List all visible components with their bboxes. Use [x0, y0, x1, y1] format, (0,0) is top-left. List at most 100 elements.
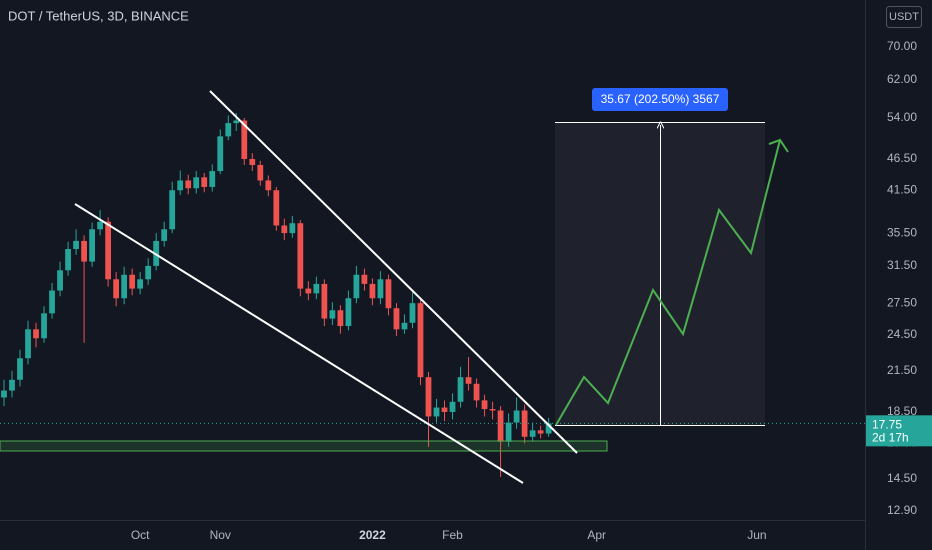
candle-body — [361, 274, 368, 284]
candle-body — [17, 358, 23, 380]
candle-body — [257, 164, 264, 181]
projection-arrowhead — [768, 138, 789, 153]
candle-body — [449, 401, 456, 412]
candle-body — [545, 423, 552, 434]
currency-badge — [886, 6, 922, 28]
candle-body — [9, 379, 15, 391]
y-tick-label: 54.00 — [887, 110, 917, 124]
candle-body — [481, 400, 488, 410]
support-zone — [0, 440, 608, 452]
candle-body — [273, 190, 280, 226]
candle-body — [457, 377, 464, 402]
y-tick-label: 41.50 — [887, 182, 917, 196]
candle-body — [281, 225, 288, 234]
candle-body — [417, 303, 424, 378]
candle-body — [185, 180, 192, 189]
candle-body — [353, 274, 360, 299]
candle-body — [25, 329, 31, 359]
candle-body — [209, 171, 216, 187]
x-tick-label: 2022 — [359, 528, 386, 542]
candle-body — [145, 265, 152, 280]
x-tick-label: Oct — [131, 528, 150, 542]
candle-body — [489, 409, 496, 411]
upper-trend-line — [209, 90, 578, 454]
candle-body — [529, 430, 536, 437]
y-tick-label: 62.00 — [887, 72, 917, 86]
candle-body — [473, 383, 480, 401]
candle-body — [225, 123, 232, 137]
y-tick-label: 27.50 — [887, 295, 917, 309]
candle-body — [321, 283, 328, 319]
countdown-label: 2d 17h — [872, 430, 909, 444]
y-tick-label: 12.90 — [887, 503, 917, 517]
x-tick-label: Nov — [210, 528, 231, 542]
candle-body — [401, 322, 408, 330]
y-tick-label: 70.00 — [887, 39, 917, 53]
candle-body — [393, 308, 400, 330]
chart-title: DOT / TetherUS, 3D, BINANCE — [8, 8, 189, 23]
projection-path — [555, 139, 781, 426]
candle-body — [89, 229, 95, 262]
candle-body — [169, 190, 176, 230]
candle-body — [33, 329, 39, 339]
candle-body — [497, 410, 504, 442]
candle-body — [137, 279, 144, 289]
y-tick-label: 35.50 — [887, 225, 917, 239]
candle-body — [345, 298, 352, 327]
measure-label-box — [592, 88, 728, 111]
candle-body — [465, 377, 472, 384]
candle-body — [249, 159, 256, 165]
candle-body — [113, 279, 120, 299]
candle-body — [217, 136, 224, 172]
lower-trend-line — [74, 203, 524, 484]
y-tick-label: 31.50 — [887, 258, 917, 272]
candle-body — [289, 223, 296, 234]
candle-body — [121, 274, 128, 299]
candle-body — [41, 313, 47, 339]
candle-body — [1, 390, 7, 398]
candle-body — [241, 120, 248, 160]
candle-body — [377, 279, 384, 299]
candle-body — [513, 410, 520, 423]
candle-body — [425, 377, 432, 417]
x-tick-label: Jun — [747, 528, 766, 542]
candle-body — [409, 303, 416, 323]
candle-body — [537, 430, 544, 434]
y-tick-label: 46.50 — [887, 151, 917, 165]
drawings: 35.67 (202.50%) 3567 — [0, 88, 789, 484]
plot — [0, 112, 865, 477]
y-tick-label: 21.50 — [887, 363, 917, 377]
candle-body — [73, 240, 79, 250]
candle-body — [385, 279, 392, 309]
candle-body — [161, 229, 168, 241]
candle-body — [65, 249, 71, 271]
candle-body — [81, 240, 87, 262]
last-price-label: 17.75 — [872, 417, 902, 431]
candle-body — [505, 422, 512, 442]
x-tick-label: Feb — [442, 528, 463, 542]
candle-body — [369, 283, 376, 299]
candle-body — [97, 221, 103, 230]
candle-body — [233, 120, 240, 124]
candle-body — [265, 180, 272, 191]
candle-body — [105, 221, 112, 280]
axes: 70.00 62.00 54.00 46.50 41.50 35.50 31.50 27.50… — [131, 39, 932, 542]
last-price-box — [866, 415, 932, 447]
y-tick-label: 18.50 — [887, 404, 917, 418]
x-tick-label: Apr — [587, 528, 606, 542]
candle-body — [193, 177, 200, 189]
candle-body — [433, 407, 440, 417]
candle-body — [337, 310, 344, 327]
candle-body — [305, 288, 312, 294]
candle-body — [177, 180, 184, 191]
currency-label: USDT — [889, 11, 919, 23]
y-tick-label: 24.50 — [887, 327, 917, 341]
candle-body — [201, 177, 208, 187]
candle-body — [313, 283, 320, 294]
measure-label: 35.67 (202.50%) 3567 — [601, 92, 720, 106]
candle-body — [49, 290, 55, 314]
candle-body — [441, 407, 448, 412]
